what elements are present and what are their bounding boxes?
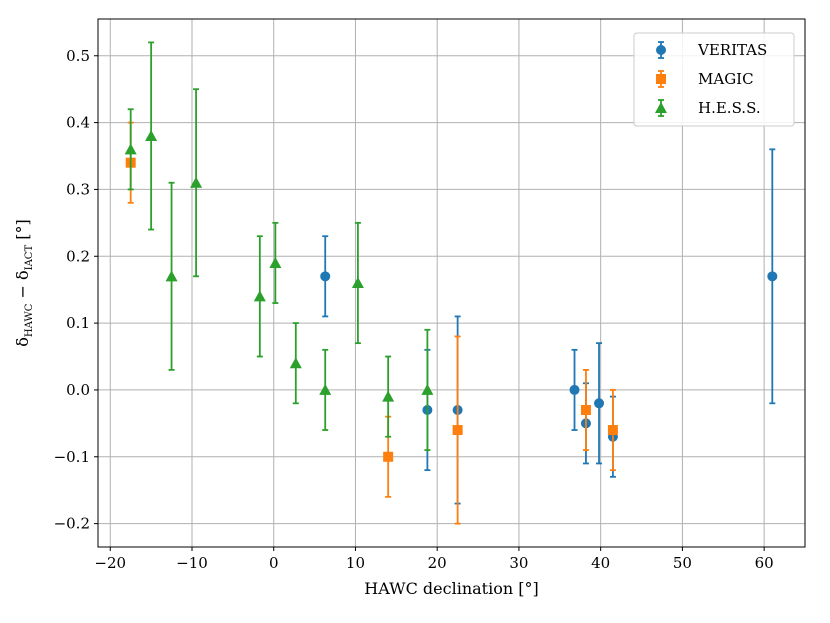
veritas-point xyxy=(320,271,331,282)
y-label-delta-1: δ xyxy=(13,337,32,347)
x-tick-label: 10 xyxy=(346,554,365,572)
y-axis-label: δHAWC − δIACT [°] xyxy=(13,219,35,346)
hess-point xyxy=(145,129,158,141)
magic-point xyxy=(607,425,618,436)
y-tick-label: 0.1 xyxy=(66,314,90,332)
ticks: −20 −10 0 10 20 30 40 50 60 −0.2 −0.1 0.0 0.1 0.2 0.3 0… xyxy=(54,47,774,572)
y-tick-label: 0.3 xyxy=(66,180,90,198)
series-hess xyxy=(124,41,434,451)
hess-point xyxy=(319,383,332,395)
data-series xyxy=(124,41,778,525)
x-tick-label: 0 xyxy=(269,554,279,572)
hess-point xyxy=(190,176,203,188)
y-label-unit: [°] xyxy=(13,219,32,245)
x-tick-label: −20 xyxy=(94,554,126,572)
veritas-point xyxy=(594,398,605,409)
legend-box xyxy=(633,32,795,127)
x-tick-label: 40 xyxy=(591,554,610,572)
y-label-minus-delta: − δ xyxy=(13,270,32,303)
hess-point xyxy=(269,256,282,268)
y-tick-label: 0.5 xyxy=(66,47,90,65)
y-tick-label: 0.2 xyxy=(66,247,90,265)
magic-point xyxy=(452,425,463,436)
legend: VERITAS MAGIC H.E.S.S. xyxy=(633,32,795,127)
x-tick-label: −10 xyxy=(176,554,208,572)
magic-point xyxy=(580,404,591,415)
y-tick-label: −0.2 xyxy=(54,515,90,533)
hess-point xyxy=(165,270,178,282)
hess-point xyxy=(421,383,434,395)
hess-point xyxy=(124,143,137,155)
x-tick-label: 20 xyxy=(428,554,447,572)
veritas-point xyxy=(767,271,778,282)
grid xyxy=(98,19,805,547)
x-tick-label: 30 xyxy=(509,554,528,572)
hess-point xyxy=(289,357,302,369)
x-tick-label: 60 xyxy=(755,554,774,572)
hess-point xyxy=(253,290,266,302)
veritas-point xyxy=(569,384,580,395)
legend-label: MAGIC xyxy=(698,70,754,88)
hess-point xyxy=(382,390,395,402)
y-tick-label: 0.0 xyxy=(66,381,90,399)
legend-label: H.E.S.S. xyxy=(698,99,761,117)
axes-frame xyxy=(97,18,806,548)
magic-point xyxy=(383,451,394,462)
y-label-sub-iact: IACT xyxy=(24,245,35,271)
legend-label: VERITAS xyxy=(697,41,767,59)
legend-marker xyxy=(656,45,666,55)
legend-marker xyxy=(656,74,666,84)
legend-marker xyxy=(655,102,667,113)
x-axis-label: HAWC declination [°] xyxy=(364,579,538,598)
hess-point xyxy=(351,277,364,288)
x-tick-label: 50 xyxy=(673,554,692,572)
y-tick-label: −0.1 xyxy=(54,448,90,466)
y-label-sub-hawc: HAWC xyxy=(24,303,35,337)
y-tick-label: 0.4 xyxy=(66,114,90,132)
